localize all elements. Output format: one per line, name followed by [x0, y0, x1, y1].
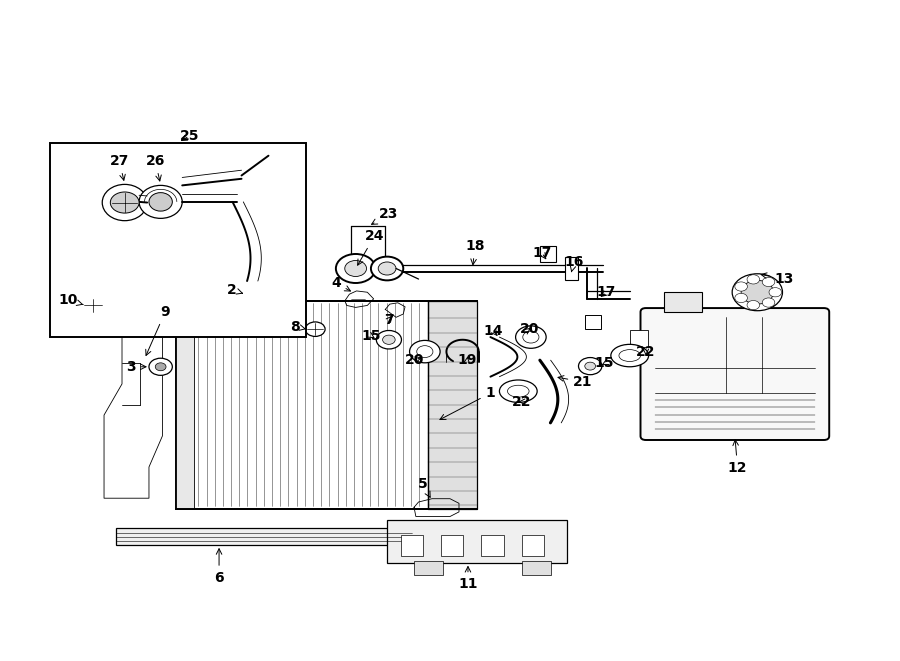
Text: 4: 4 — [331, 276, 350, 291]
Ellipse shape — [140, 185, 182, 218]
Ellipse shape — [149, 192, 172, 211]
Circle shape — [111, 192, 140, 213]
Text: 16: 16 — [564, 255, 584, 272]
Circle shape — [371, 256, 403, 280]
Circle shape — [376, 330, 401, 349]
Text: 15: 15 — [361, 329, 381, 343]
Bar — [176, 301, 194, 508]
Text: 17: 17 — [597, 286, 616, 299]
Text: 20: 20 — [405, 352, 425, 366]
Bar — [565, 256, 578, 280]
Circle shape — [579, 358, 602, 375]
Text: 17: 17 — [532, 246, 552, 260]
Text: 1: 1 — [440, 386, 495, 420]
Circle shape — [410, 340, 440, 363]
Circle shape — [762, 278, 775, 287]
Bar — [441, 535, 464, 556]
Text: 11: 11 — [458, 566, 478, 592]
Text: 10: 10 — [58, 293, 83, 307]
Circle shape — [156, 363, 166, 371]
Bar — [585, 315, 601, 329]
Bar — [540, 246, 556, 262]
Circle shape — [82, 297, 105, 314]
Circle shape — [769, 288, 781, 297]
Text: 3: 3 — [126, 360, 146, 373]
Circle shape — [336, 254, 375, 283]
Text: 15: 15 — [595, 356, 615, 370]
Bar — [50, 143, 306, 337]
Text: 14: 14 — [483, 323, 503, 338]
Circle shape — [747, 275, 760, 284]
Circle shape — [345, 260, 366, 276]
Text: 26: 26 — [146, 154, 165, 181]
Circle shape — [88, 301, 99, 309]
Bar — [400, 535, 423, 556]
Text: 2: 2 — [227, 283, 242, 297]
Bar — [428, 301, 477, 508]
Circle shape — [523, 331, 539, 343]
Ellipse shape — [611, 344, 649, 367]
Text: 6: 6 — [214, 549, 224, 585]
Bar — [630, 330, 648, 347]
Circle shape — [305, 322, 325, 336]
Circle shape — [149, 358, 172, 375]
Circle shape — [734, 293, 747, 303]
Circle shape — [237, 295, 249, 305]
Bar — [522, 535, 544, 556]
Bar — [522, 561, 551, 574]
Text: 23: 23 — [372, 208, 399, 224]
Circle shape — [585, 362, 596, 370]
Bar — [664, 292, 702, 312]
Text: 18: 18 — [465, 239, 485, 264]
Ellipse shape — [500, 380, 537, 403]
Bar — [482, 535, 504, 556]
Ellipse shape — [103, 184, 148, 221]
Circle shape — [734, 282, 747, 291]
Text: 7: 7 — [384, 313, 393, 327]
Circle shape — [747, 301, 760, 310]
Circle shape — [378, 262, 396, 275]
Bar — [387, 520, 567, 563]
Text: 22: 22 — [636, 345, 655, 360]
Text: 9: 9 — [146, 305, 170, 356]
Circle shape — [762, 298, 775, 307]
Text: 8: 8 — [291, 319, 306, 334]
Text: 13: 13 — [761, 272, 794, 286]
Text: 24: 24 — [357, 229, 384, 265]
Text: 19: 19 — [457, 353, 477, 367]
Circle shape — [742, 280, 773, 304]
Text: 12: 12 — [728, 440, 747, 475]
Text: 25: 25 — [180, 129, 199, 143]
Bar — [176, 301, 477, 508]
Text: 21: 21 — [558, 375, 593, 389]
Text: 27: 27 — [110, 154, 129, 180]
Circle shape — [417, 346, 433, 358]
Circle shape — [229, 290, 257, 311]
Circle shape — [382, 335, 395, 344]
Text: 20: 20 — [519, 322, 539, 336]
Ellipse shape — [619, 350, 641, 362]
Circle shape — [733, 274, 782, 311]
Text: 22: 22 — [512, 395, 532, 408]
Bar — [414, 561, 443, 574]
Text: 5: 5 — [418, 477, 430, 497]
FancyBboxPatch shape — [641, 308, 829, 440]
Ellipse shape — [508, 385, 529, 397]
Bar — [116, 528, 412, 545]
Circle shape — [516, 326, 546, 348]
